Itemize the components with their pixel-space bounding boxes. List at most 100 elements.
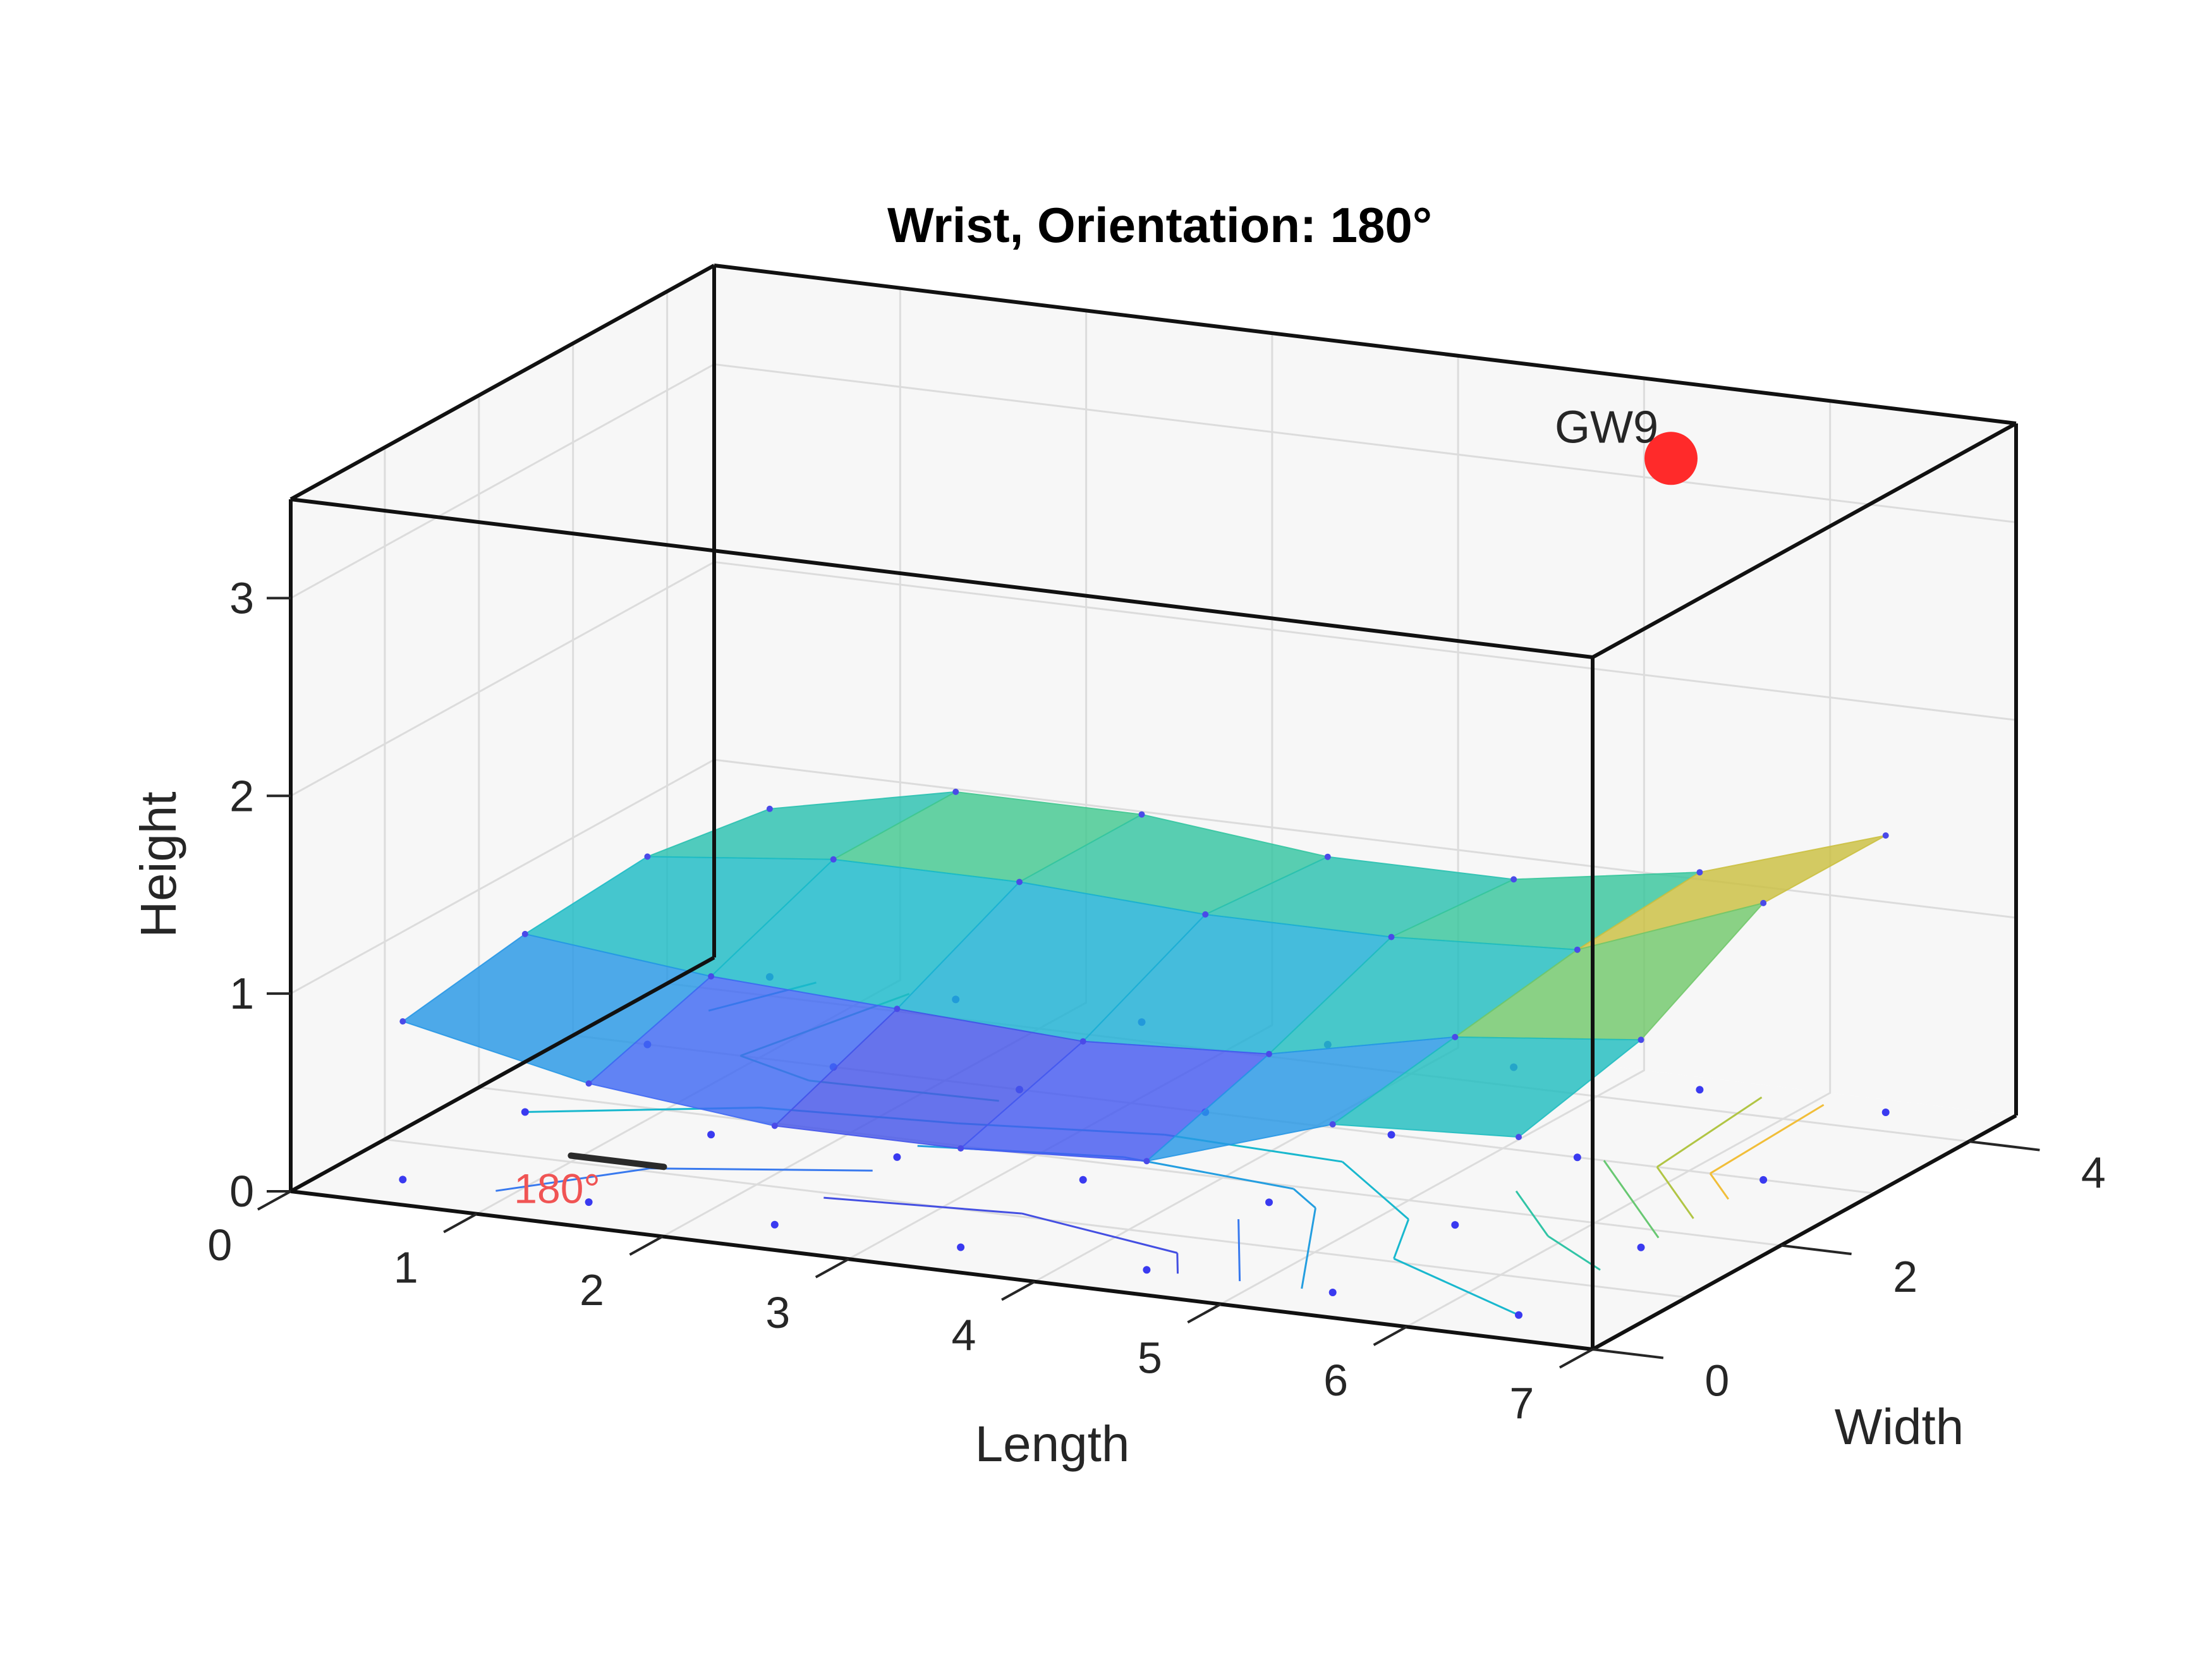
surface-point	[1882, 832, 1889, 839]
contour-segment	[1656, 1096, 1763, 1168]
z-axis-label: Height	[130, 791, 186, 937]
surface-sample-points	[399, 788, 1889, 1165]
y-tick-label: 4	[2081, 1148, 2106, 1198]
surface-point	[1388, 933, 1395, 940]
z-tick-label: 3	[229, 573, 254, 623]
surface-point	[1138, 811, 1145, 818]
contour-segment	[1237, 1219, 1241, 1282]
floor-point	[1328, 1289, 1337, 1296]
x-tick-label: 6	[1323, 1356, 1348, 1405]
orientation-label: 180°	[514, 1165, 600, 1212]
floor-point	[1637, 1243, 1645, 1251]
orientation-indicator: 180°	[514, 1152, 667, 1212]
z-tick-label: 2	[229, 771, 254, 820]
box-edge	[1591, 422, 2017, 659]
x-tick	[257, 1190, 291, 1211]
axes-box	[289, 264, 2018, 1351]
z-tick-label: 1	[229, 969, 254, 1018]
x-tick-label: 3	[765, 1288, 790, 1337]
y-tick	[1780, 1244, 1852, 1256]
y-tick-label: 2	[1893, 1252, 1917, 1301]
contour-segment	[1021, 1212, 1178, 1254]
contour-segment	[1515, 1190, 1549, 1237]
x-tick	[1001, 1280, 1036, 1301]
contour-segment	[1176, 1253, 1179, 1274]
surface-point	[1079, 1038, 1086, 1045]
floor-point	[707, 1131, 715, 1139]
box-edge	[290, 1189, 1593, 1351]
contour-segment	[1123, 1156, 1294, 1190]
surface-point	[771, 1122, 778, 1129]
surface-point	[1202, 911, 1209, 918]
floor-point	[1265, 1198, 1273, 1206]
box-edge	[714, 264, 2017, 425]
surface-point	[708, 973, 715, 980]
surface-point	[1574, 946, 1581, 953]
y-tick	[1969, 1140, 2040, 1152]
surface-point	[1324, 853, 1331, 860]
contour-segment	[1709, 1172, 1730, 1200]
x-tick-label: 4	[952, 1311, 976, 1360]
marker-label: GW9	[1555, 402, 1658, 453]
marker-point	[1644, 432, 1698, 485]
x-axis-label: Length	[975, 1416, 1130, 1472]
x-tick	[1187, 1303, 1222, 1324]
floor-point	[893, 1153, 901, 1161]
contour-segment	[823, 1196, 1023, 1215]
floor-point	[1573, 1153, 1581, 1162]
chart-title: Wrist, Orientation: 180°	[887, 197, 1432, 253]
surface-point	[830, 856, 837, 863]
surface-point	[1452, 1033, 1459, 1040]
y-tick	[1592, 1348, 1664, 1359]
x-tick	[1373, 1325, 1407, 1346]
axes-ticks: 0 1 2 3 4 5 6 7 0 2 4 0 1 2 3	[207, 573, 2105, 1427]
marker-group: GW9	[1555, 402, 1698, 485]
surface-point	[1638, 1036, 1644, 1043]
box-edge	[289, 956, 715, 1193]
surface-point	[1760, 899, 1767, 906]
floor-point	[585, 1198, 593, 1206]
surface-point	[1143, 1158, 1150, 1165]
contour-segment	[1393, 1258, 1519, 1316]
axes-labels: Length Width Height	[130, 791, 1964, 1472]
floor-point	[1451, 1221, 1459, 1229]
floor-point	[1881, 1109, 1890, 1116]
surface-point	[766, 805, 773, 812]
surface-point	[894, 1006, 901, 1012]
orientation-arrow	[568, 1152, 667, 1170]
contour-segment	[1301, 1208, 1316, 1289]
surface-mesh	[401, 791, 1887, 1162]
box-edge	[289, 264, 715, 501]
surface-point	[1329, 1121, 1336, 1127]
gridline-x	[1220, 378, 1645, 1305]
y-axis-label: Width	[1835, 1399, 1964, 1455]
contour-segment	[495, 1167, 650, 1192]
surface-point	[1016, 878, 1023, 885]
x-tick-label: 5	[1138, 1333, 1162, 1382]
contour-segment	[1342, 1161, 1409, 1220]
contour-segment	[1292, 1188, 1316, 1209]
x-tick-label: 2	[580, 1265, 604, 1315]
contour-segment	[1656, 1166, 1694, 1219]
floor-point	[1759, 1176, 1768, 1184]
contour-segment	[1603, 1160, 1660, 1239]
surface-point	[1516, 1134, 1522, 1141]
contour-segment	[1710, 1103, 1825, 1174]
x-tick	[443, 1212, 478, 1234]
surface-point	[1696, 869, 1703, 876]
y-tick-label: 0	[1705, 1356, 1729, 1406]
floor-point	[399, 1176, 407, 1184]
x-tick-label: 7	[1509, 1378, 1534, 1428]
box-edge	[1591, 1114, 2017, 1351]
floor-point	[1696, 1086, 1704, 1094]
surface-point	[521, 930, 528, 937]
surface-point	[957, 1145, 964, 1152]
contour-segment	[650, 1167, 873, 1172]
floor-point	[957, 1243, 965, 1251]
floor-point	[1387, 1131, 1395, 1139]
z-tick-label: 0	[229, 1167, 254, 1216]
floor-point	[1515, 1311, 1522, 1319]
floor-point	[1143, 1266, 1151, 1274]
floor-point	[1079, 1176, 1087, 1184]
